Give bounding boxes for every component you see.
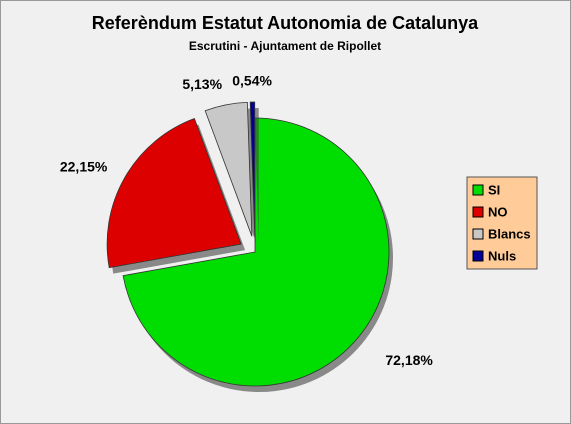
value-label: 5,13% <box>182 76 222 92</box>
value-label: 0,54% <box>232 73 272 89</box>
slice <box>204 101 253 237</box>
value-label: 72,18% <box>385 352 433 368</box>
slice <box>106 117 242 269</box>
legend-swatch <box>472 250 484 262</box>
slice <box>122 117 390 387</box>
legend-label: Blancs <box>488 226 531 241</box>
legend-swatch <box>472 228 484 240</box>
chart-subtitle: Escrutini - Ajuntament de Ripollet <box>189 39 381 53</box>
slice-shadow <box>254 108 259 243</box>
legend-label: NO <box>488 204 508 219</box>
value-label: 22,15% <box>60 158 108 174</box>
legend-swatch <box>472 184 484 196</box>
legend-swatch <box>472 206 484 218</box>
chart-title: Referèndum Estatut Autonomia de Cataluny… <box>92 13 479 33</box>
legend-label: SI <box>488 182 500 197</box>
slice <box>249 101 256 237</box>
legend-label: Nuls <box>488 248 516 263</box>
